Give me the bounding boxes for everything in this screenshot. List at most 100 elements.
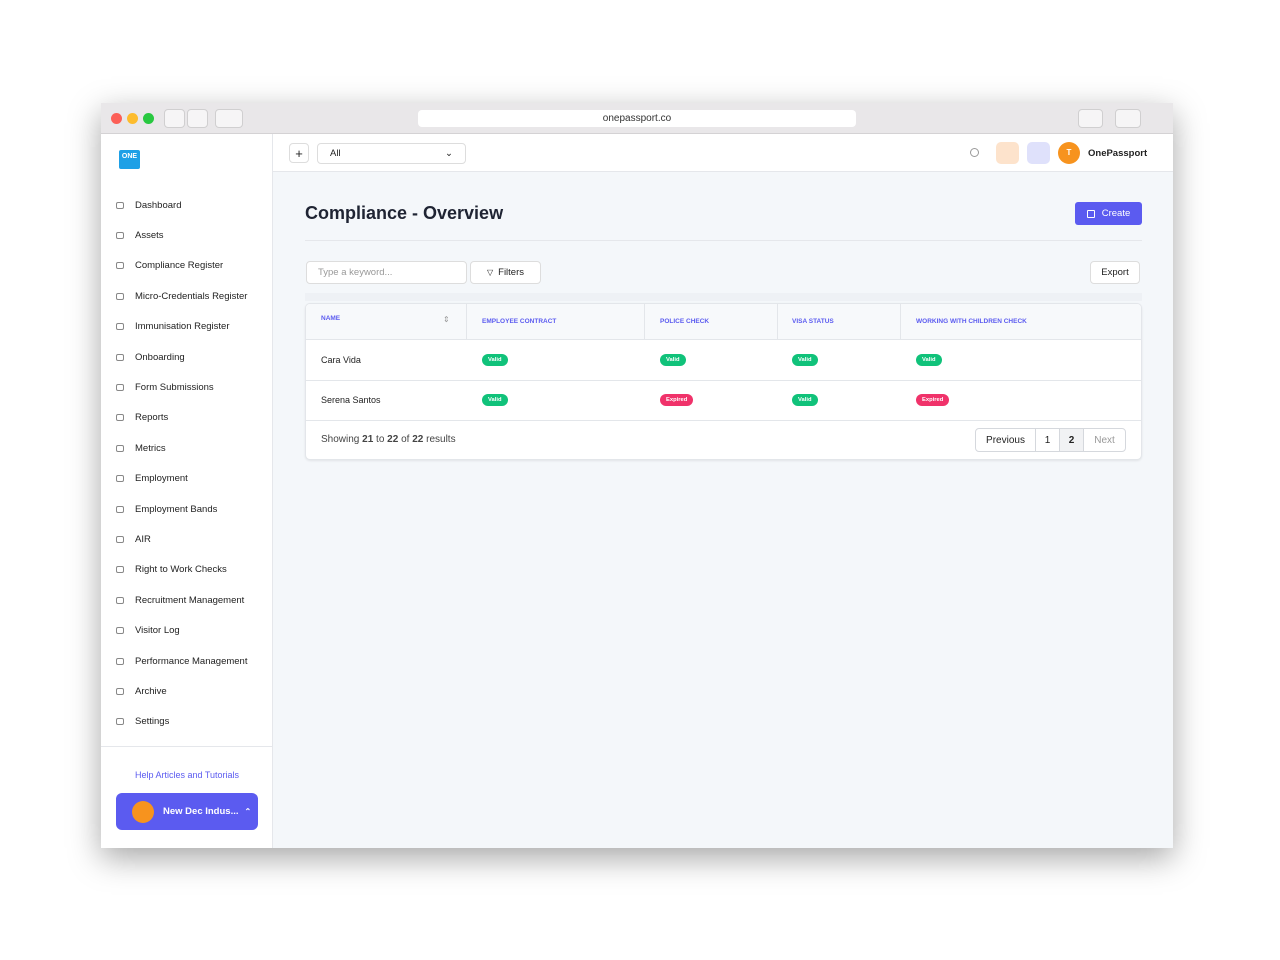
previous-button[interactable]: Previous — [976, 429, 1036, 451]
back-button[interactable] — [164, 109, 185, 128]
nav-item[interactable]: Recruitment Management — [116, 592, 244, 608]
nav-item[interactable]: Form Submissions — [116, 379, 214, 395]
forward-button[interactable] — [187, 109, 208, 128]
nav-icon — [116, 535, 124, 543]
help-link[interactable]: Help Articles and Tutorials — [134, 770, 240, 780]
nav-label: Employment Bands — [135, 503, 218, 515]
organisation-switcher[interactable]: New Dec Indus... ⌃ — [116, 793, 258, 830]
nav-item[interactable]: Immunisation Register — [116, 319, 230, 335]
minimize-button[interactable] — [127, 113, 138, 124]
nav-icon — [116, 201, 124, 209]
nav-label: Archive — [135, 685, 167, 697]
nav-icon — [116, 475, 124, 483]
nav-item[interactable]: AIR — [116, 531, 151, 547]
text: Showing — [321, 434, 360, 445]
nav-item[interactable]: Settings — [116, 714, 169, 730]
column-divider — [900, 304, 901, 340]
total: 22 — [412, 434, 424, 445]
sort-icon[interactable]: ⇕ — [443, 315, 450, 324]
tabs-button[interactable] — [1115, 109, 1141, 128]
nav-icon — [116, 718, 124, 726]
nav-label: AIR — [135, 533, 151, 545]
nav-item[interactable]: Compliance Register — [116, 258, 223, 274]
status-badge: Valid — [482, 354, 508, 366]
nav-item[interactable]: Employment — [116, 471, 188, 487]
nav-item[interactable]: Assets — [116, 227, 164, 243]
nav-item[interactable]: Performance Management — [116, 653, 247, 669]
avatar[interactable]: T — [1058, 142, 1080, 164]
nav-item[interactable]: Dashboard — [116, 197, 181, 213]
cell-name: Cara Vida — [321, 355, 361, 365]
column-header[interactable]: NAME — [321, 315, 341, 322]
search-input[interactable]: Type a keyword... — [306, 261, 467, 284]
browser-window: onepassport.co ONE Help Articles and Tut… — [101, 103, 1173, 848]
results-table: Showing 21 to 22 of 22 results Previous … — [305, 303, 1142, 460]
organisation-icon — [132, 800, 154, 823]
nav-label: Visitor Log — [135, 625, 180, 637]
apps-button[interactable] — [1027, 142, 1050, 164]
top-bar: + All ⌄ T OnePassport — [273, 134, 1173, 172]
browser-toolbar: onepassport.co — [101, 103, 1173, 134]
nav-label: Employment — [135, 473, 188, 485]
column-header[interactable]: EMPLOYEE CONTRACT — [482, 318, 557, 325]
page-button[interactable]: 2 — [1060, 429, 1084, 451]
nav-label: Reports — [135, 412, 169, 424]
status-badge: Expired — [916, 394, 950, 406]
chevron: ⌃ — [244, 807, 252, 816]
status-badge: Valid — [660, 354, 686, 366]
nav-item[interactable]: Employment Bands — [116, 501, 217, 517]
nav-item[interactable]: Micro-Credentials Register — [116, 288, 247, 304]
nav-icon — [116, 566, 124, 574]
to: 22 — [387, 434, 399, 445]
status-badge: Valid — [792, 394, 818, 406]
column-header[interactable]: WORKING WITH CHILDREN CHECK — [916, 318, 1027, 325]
status-badge: Valid — [792, 354, 818, 366]
nav-label: Right to Work Checks — [135, 564, 227, 576]
account-name[interactable]: OnePassport — [1088, 148, 1148, 159]
nav-item[interactable]: Reports — [116, 410, 168, 426]
notifications-button[interactable] — [996, 142, 1019, 164]
nav-item[interactable]: Right to Work Checks — [116, 562, 227, 578]
nav-label: Immunisation Register — [135, 321, 230, 333]
nav-icon — [116, 353, 124, 361]
scope-select[interactable]: All ⌄ — [317, 143, 466, 164]
next-button[interactable]: Next — [1094, 434, 1115, 446]
address-bar[interactable]: onepassport.co — [418, 110, 856, 127]
nav-label: Onboarding — [135, 351, 185, 363]
logo[interactable]: ONE — [119, 150, 140, 169]
nav-item[interactable]: Visitor Log — [116, 623, 180, 639]
nav-label: Performance Management — [135, 655, 248, 667]
nav-item[interactable]: Onboarding — [116, 349, 185, 365]
nav-label: Settings — [135, 716, 170, 728]
text: results — [426, 434, 456, 445]
column-header[interactable]: VISA STATUS — [792, 318, 834, 325]
row-divider — [306, 380, 1141, 381]
chevron: ⌄ — [445, 148, 453, 159]
pagination: Previous 1 2 Next — [975, 428, 1126, 452]
zoom-button[interactable] — [143, 113, 154, 124]
close-button[interactable] — [111, 113, 122, 124]
nav-label: Compliance Register — [135, 260, 224, 272]
divider — [305, 240, 1142, 241]
sidebar-toggle[interactable] — [215, 109, 243, 128]
nav-item[interactable]: Archive — [116, 683, 167, 699]
row-divider — [306, 420, 1141, 421]
nav-item[interactable]: Metrics — [116, 440, 166, 456]
export-button[interactable]: Export — [1090, 261, 1140, 284]
status-badge: Valid — [916, 354, 942, 366]
page-title: Compliance - Overview — [305, 203, 504, 223]
page-button[interactable]: 1 — [1036, 429, 1060, 451]
column-header[interactable]: POLICE CHECK — [660, 318, 710, 325]
filters-button[interactable]: ▽ Filters — [470, 261, 541, 284]
search-icon[interactable] — [970, 148, 979, 157]
column-divider — [644, 304, 645, 340]
create-button[interactable]: Create — [1075, 202, 1142, 225]
share-button[interactable] — [1078, 109, 1103, 128]
create-label: Create — [1101, 208, 1131, 219]
results-summary: Showing 21 to 22 of 22 results — [321, 434, 456, 445]
nav-icon — [116, 687, 124, 695]
add-button[interactable]: + — [289, 143, 309, 163]
nav-icon — [116, 292, 124, 300]
status-badge: Valid — [482, 394, 508, 406]
sidebar: ONE Help Articles and Tutorials New Dec … — [101, 134, 273, 848]
